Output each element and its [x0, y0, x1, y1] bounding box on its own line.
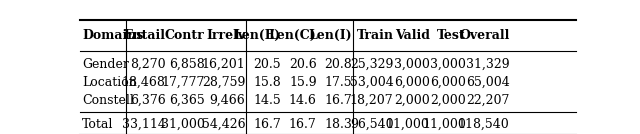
Text: Train: Train: [356, 29, 394, 42]
Text: 8,270: 8,270: [130, 58, 166, 71]
Text: 6,376: 6,376: [130, 94, 166, 107]
Text: 17,777: 17,777: [161, 76, 205, 89]
Text: 6,858: 6,858: [169, 58, 205, 71]
Text: 28,759: 28,759: [202, 76, 245, 89]
Text: 18.3: 18.3: [324, 118, 352, 131]
Text: 6,000: 6,000: [394, 76, 429, 89]
Text: Contr: Contr: [164, 29, 205, 42]
Text: 14.5: 14.5: [253, 94, 281, 107]
Text: 20.8: 20.8: [324, 58, 352, 71]
Text: Entail: Entail: [124, 29, 166, 42]
Text: 118,540: 118,540: [458, 118, 509, 131]
Text: Gender: Gender: [82, 58, 129, 71]
Text: 20.5: 20.5: [253, 58, 281, 71]
Text: 96,540: 96,540: [350, 118, 394, 131]
Text: 9,466: 9,466: [209, 94, 245, 107]
Text: 25,329: 25,329: [350, 58, 394, 71]
Text: 16,201: 16,201: [202, 58, 245, 71]
Text: 18,207: 18,207: [350, 94, 394, 107]
Text: 16.7: 16.7: [324, 94, 352, 107]
Text: 3,000: 3,000: [394, 58, 429, 71]
Text: Len(C): Len(C): [269, 29, 317, 42]
Text: 16.7: 16.7: [253, 118, 281, 131]
Text: 53,004: 53,004: [349, 76, 394, 89]
Text: 16.7: 16.7: [289, 118, 317, 131]
Text: 14.6: 14.6: [289, 94, 317, 107]
Text: Domains: Domains: [82, 29, 143, 42]
Text: Location: Location: [82, 76, 137, 89]
Text: 31,000: 31,000: [161, 118, 205, 131]
Text: 20.6: 20.6: [289, 58, 317, 71]
Text: 15.8: 15.8: [253, 76, 281, 89]
Text: 3,000: 3,000: [430, 58, 466, 71]
Text: 31,329: 31,329: [466, 58, 509, 71]
Text: 22,207: 22,207: [466, 94, 509, 107]
Text: Overall: Overall: [459, 29, 509, 42]
Text: 2,000: 2,000: [394, 94, 429, 107]
Text: Constell: Constell: [82, 94, 134, 107]
Text: 17.5: 17.5: [324, 76, 352, 89]
Text: 15.9: 15.9: [289, 76, 317, 89]
Text: 2,000: 2,000: [430, 94, 466, 107]
Text: Irrelv: Irrelv: [206, 29, 245, 42]
Text: 54,426: 54,426: [202, 118, 245, 131]
Text: Valid: Valid: [395, 29, 429, 42]
Text: 11,000: 11,000: [422, 118, 466, 131]
Text: Total: Total: [82, 118, 113, 131]
Text: 11,000: 11,000: [386, 118, 429, 131]
Text: 65,004: 65,004: [466, 76, 509, 89]
Text: Len(E): Len(E): [234, 29, 281, 42]
Text: 6,365: 6,365: [169, 94, 205, 107]
Text: 6,000: 6,000: [430, 76, 466, 89]
Text: 18,468: 18,468: [122, 76, 166, 89]
Text: Test: Test: [437, 29, 466, 42]
Text: 33,114: 33,114: [122, 118, 166, 131]
Text: Len(I): Len(I): [308, 29, 352, 42]
